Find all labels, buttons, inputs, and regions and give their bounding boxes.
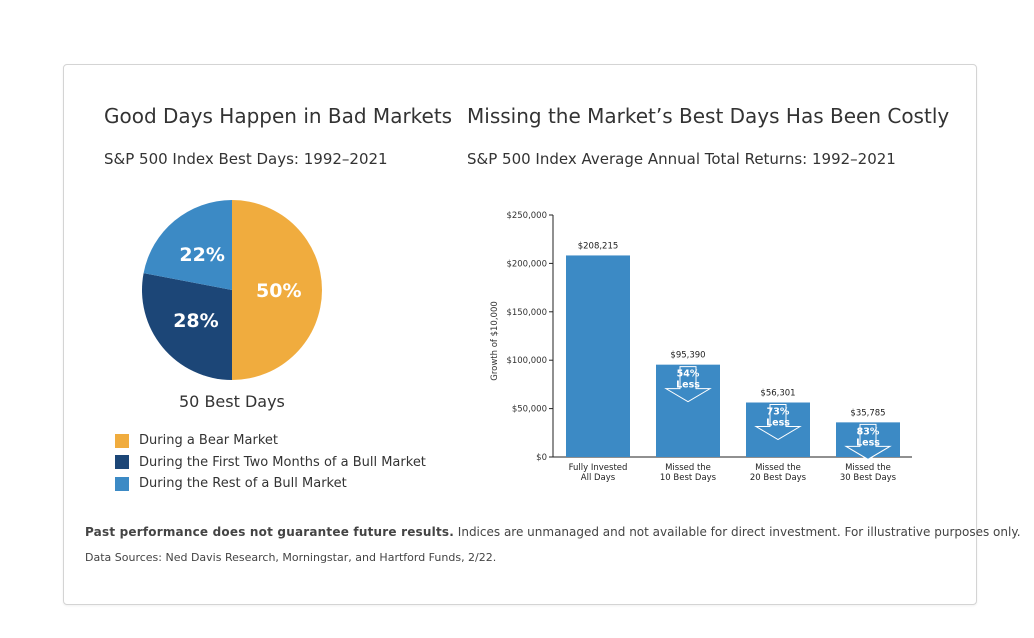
x-tick-label: All Days	[581, 473, 616, 483]
bar-value-label: $95,390	[670, 351, 705, 361]
legend-item: During the Rest of a Bull Market	[115, 473, 426, 495]
x-tick-label: Missed the	[665, 463, 711, 473]
left-title: Good Days Happen in Bad Markets	[104, 104, 453, 128]
y-tick-label: $150,000	[506, 308, 547, 318]
annotation-percent: 54%	[677, 369, 700, 380]
y-tick-label: $50,000	[512, 405, 547, 415]
y-axis-label: Growth of $10,000	[490, 301, 500, 381]
right-title: Missing the Market’s Best Days Has Been …	[467, 104, 950, 128]
legend-swatch	[115, 433, 129, 448]
decrease-arrow-icon	[844, 423, 892, 460]
y-tick-label: $0	[536, 453, 547, 463]
left-subtitle: S&P 500 Index Best Days: 1992–2021	[104, 150, 388, 168]
x-tick-label: Missed the	[845, 463, 891, 473]
decrease-arrow-icon	[664, 366, 712, 403]
pie-slice-label: 22%	[179, 244, 224, 266]
disclaimer: Past performance does not guarantee futu…	[85, 525, 1021, 539]
y-tick-label: $250,000	[506, 211, 547, 221]
y-tick-label: $100,000	[506, 356, 547, 366]
annotation-less: Less	[676, 380, 700, 391]
annotation-percent: 83%	[857, 426, 880, 437]
pie-slice-label: 50%	[256, 280, 301, 302]
bar-value-label: $35,785	[850, 408, 885, 418]
bar-value-label: $56,301	[760, 389, 795, 399]
x-tick-label: Missed the	[755, 463, 801, 473]
pie-slice	[143, 200, 232, 290]
legend-label: During the Rest of a Bull Market	[139, 476, 347, 492]
bar-value-label: $208,215	[578, 241, 619, 251]
disclaimer-rest: Indices are unmanaged and not available …	[453, 525, 1021, 539]
pie-slice-label: 28%	[173, 310, 218, 332]
x-tick-label: 30 Best Days	[840, 473, 897, 483]
legend-swatch	[115, 476, 129, 491]
pie-slice	[141, 273, 232, 380]
pie-legend: During a Bear Market During the First Tw…	[115, 430, 426, 495]
annotation-less: Less	[856, 437, 880, 448]
disclaimer-bold: Past performance does not guarantee futu…	[85, 525, 454, 539]
pie-slice	[232, 200, 322, 380]
legend-label: During a Bear Market	[139, 433, 278, 449]
right-subtitle: S&P 500 Index Average Annual Total Retur…	[467, 150, 896, 168]
pie-caption: 50 Best Days	[179, 392, 285, 411]
x-tick-label: 20 Best Days	[750, 473, 807, 483]
x-tick-label: 10 Best Days	[660, 473, 717, 483]
decrease-arrow-icon	[754, 404, 802, 441]
x-tick-label: Fully Invested	[569, 463, 628, 473]
y-tick-label: $200,000	[506, 259, 547, 269]
annotation-less: Less	[766, 418, 790, 429]
bar	[566, 255, 630, 457]
legend-swatch	[115, 455, 129, 470]
data-sources: Data Sources: Ned Davis Research, Mornin…	[85, 551, 497, 564]
legend-item: During a Bear Market	[115, 430, 426, 452]
legend-label: During the First Two Months of a Bull Ma…	[139, 454, 426, 470]
annotation-percent: 73%	[767, 407, 790, 418]
legend-item: During the First Two Months of a Bull Ma…	[115, 452, 426, 474]
